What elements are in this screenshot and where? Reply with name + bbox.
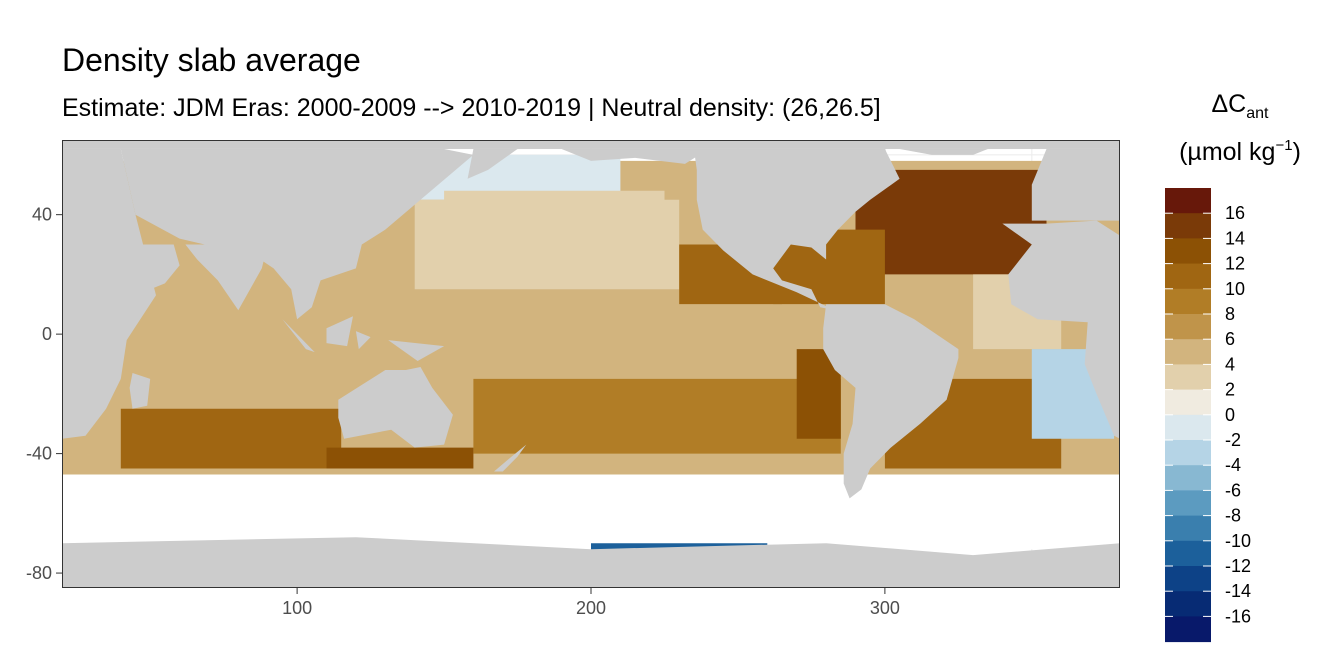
- legend-label: -12: [1225, 556, 1251, 576]
- legend-colorbar: [1165, 188, 1211, 643]
- land-africa: [1002, 220, 1120, 439]
- chart-title: Density slab average: [62, 42, 361, 78]
- legend-unit-superscript: −1: [1275, 137, 1292, 154]
- data-cell: [773, 229, 885, 305]
- legend-swatch: [1165, 515, 1211, 542]
- data-cell: [444, 190, 665, 230]
- land-antarctica: [62, 537, 1120, 588]
- data-cell: [414, 304, 827, 350]
- legend-label: -2: [1225, 430, 1241, 450]
- legend: ΔCant (µmol kg−1) 16 14 12 10 8 6 4 2 0 -2 -4 -6 -8 -…: [1165, 90, 1301, 643]
- y-tick-label: -40: [26, 444, 52, 464]
- legend-swatch: [1165, 540, 1211, 567]
- y-tick-label: -80: [26, 563, 52, 583]
- legend-label: -8: [1225, 506, 1241, 526]
- data-cell: [326, 447, 474, 469]
- legend-label: 4: [1225, 354, 1235, 374]
- legend-title-line2: (µmol kg−1): [1179, 137, 1301, 166]
- legend-swatch: [1165, 465, 1211, 491]
- data-cell: [120, 259, 327, 379]
- legend-labels: 16 14 12 10 8 6 4 2 0 -2 -4 -6 -8 -10 -12 -14 -16: [1225, 203, 1251, 626]
- land-africa-west-edge: [62, 149, 156, 439]
- legend-label: 16: [1225, 203, 1245, 223]
- data-cell: [796, 349, 841, 439]
- land-madagascar: [129, 373, 151, 409]
- legend-label: -16: [1225, 606, 1251, 626]
- land-australia: [338, 367, 453, 448]
- legend-title-subscript: ant: [1246, 105, 1269, 122]
- x-tick-label: 100: [282, 598, 312, 618]
- legend-label: 2: [1225, 380, 1235, 400]
- legend-title-line1: ΔCant: [1211, 90, 1269, 122]
- legend-unit-suffix: ): [1293, 138, 1301, 166]
- land-greenland: [899, 149, 988, 155]
- legend-label: 12: [1225, 254, 1245, 274]
- land-arabia: [126, 244, 180, 296]
- x-tick-label: 300: [870, 598, 900, 618]
- legend-unit-prefix: (µmol kg: [1179, 138, 1275, 166]
- y-tick-label: 0: [42, 324, 52, 344]
- land-north-america: [693, 149, 900, 311]
- land-south-america: [823, 304, 959, 499]
- legend-swatch: [1165, 440, 1211, 466]
- legend-label: -10: [1225, 531, 1251, 551]
- legend-swatch: [1165, 490, 1211, 517]
- legend-swatch: [1165, 213, 1211, 239]
- legend-swatch: [1165, 188, 1211, 214]
- land-kamchatka: [467, 149, 518, 179]
- data-cell: [473, 378, 841, 454]
- land-india: [185, 244, 268, 311]
- panel-border: [62, 140, 1120, 588]
- legend-swatch: [1165, 288, 1211, 315]
- legend-swatch: [1165, 364, 1211, 391]
- legend-label: 0: [1225, 405, 1235, 425]
- legend-swatch: [1165, 566, 1211, 592]
- map-layer: [62, 140, 1120, 588]
- legend-label: -4: [1225, 455, 1241, 475]
- legend-swatch: [1165, 616, 1211, 643]
- land-alaska: [561, 149, 709, 164]
- data-cell: [414, 154, 621, 200]
- y-tick-label: 40: [32, 205, 52, 225]
- legend-label: 8: [1225, 304, 1235, 324]
- land-asia: [120, 149, 474, 320]
- legend-swatch: [1165, 314, 1211, 340]
- legend-swatch: [1165, 414, 1211, 441]
- legend-swatch: [1165, 263, 1211, 290]
- data-cell: [855, 169, 1047, 275]
- land-island: [326, 316, 353, 347]
- land-island: [282, 319, 315, 353]
- data-cell: [120, 408, 342, 469]
- legend-swatch: [1165, 339, 1211, 365]
- land-arctic: [62, 140, 1120, 149]
- legend-label: 14: [1225, 228, 1245, 248]
- legend-title-symbol: ΔC: [1211, 90, 1246, 118]
- chart-subtitle: Estimate: JDM Eras: 2000-2009 --> 2010-2…: [62, 94, 881, 122]
- legend-label: -6: [1225, 480, 1241, 500]
- legend-label: 10: [1225, 279, 1245, 299]
- land-island: [388, 340, 445, 361]
- legend-swatch: [1165, 238, 1211, 265]
- legend-swatch: [1165, 389, 1211, 416]
- land-island: [355, 331, 371, 350]
- legend-label: -14: [1225, 581, 1251, 601]
- land-europe: [1031, 149, 1120, 221]
- x-tick-label: 200: [576, 598, 606, 618]
- legend-label: 6: [1225, 329, 1235, 349]
- no-data-band: [62, 474, 1120, 550]
- land-new-zealand: [494, 444, 527, 472]
- legend-swatch: [1165, 591, 1211, 617]
